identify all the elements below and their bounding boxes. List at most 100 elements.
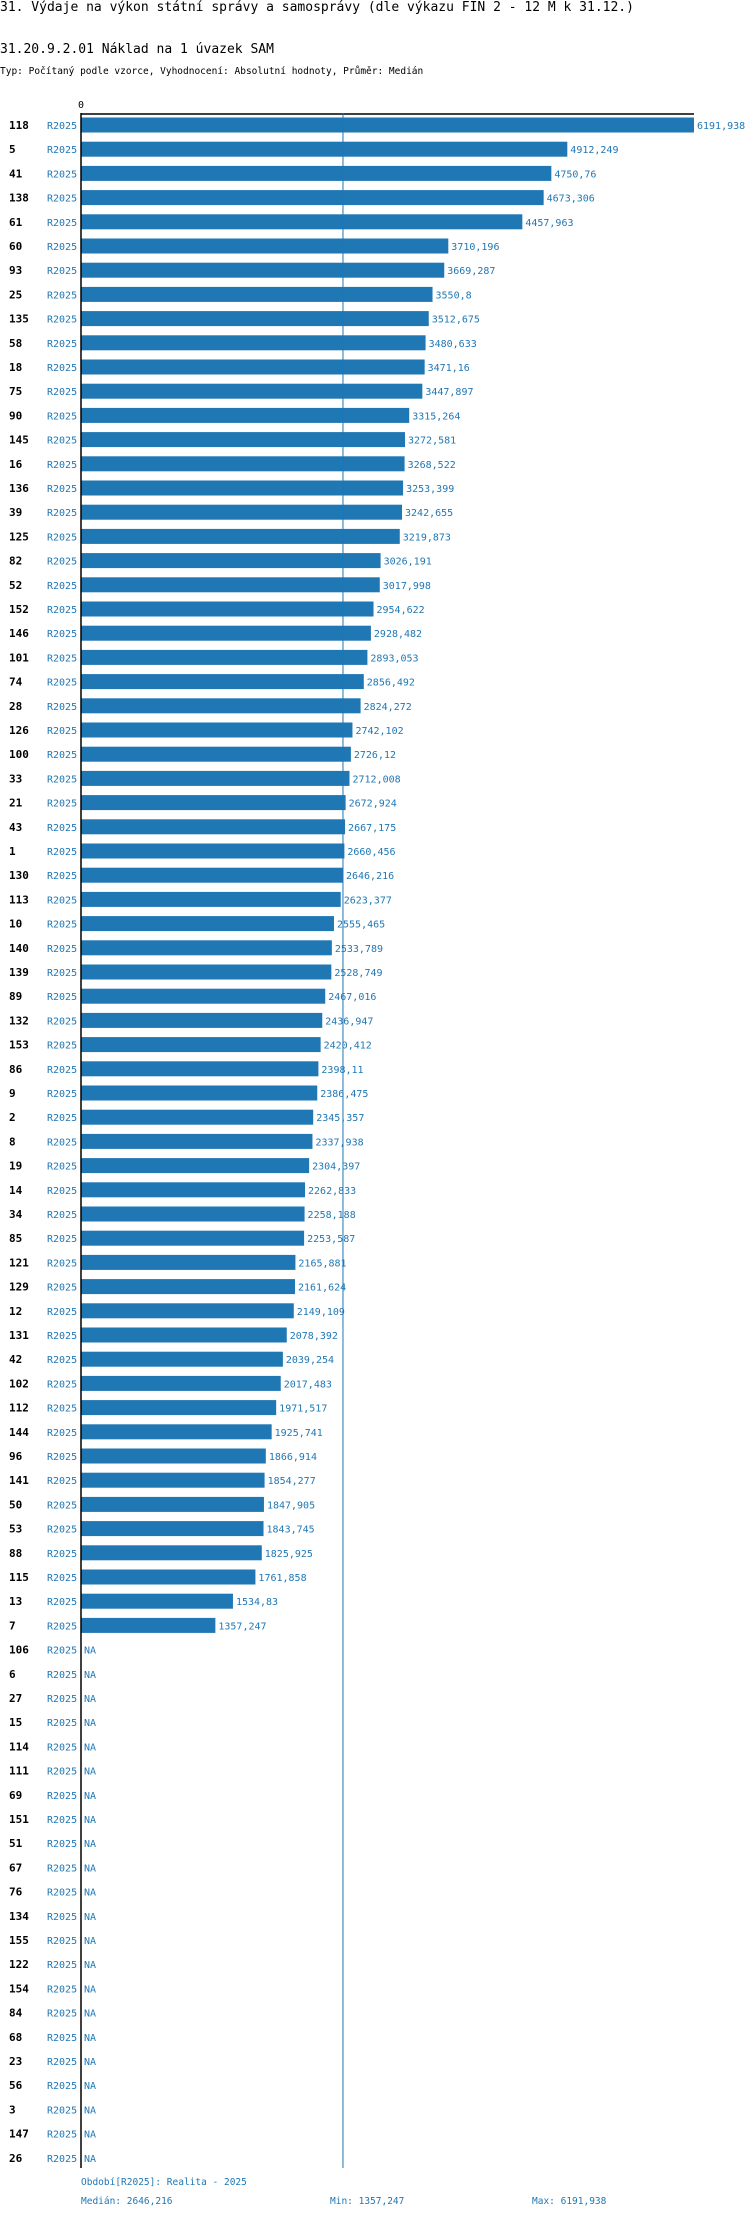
footer-period-note: Období[R2025]: Realita - 2025 — [81, 2177, 247, 2188]
bar-row: 88 R2025 1825,925 — [9, 1545, 313, 1561]
period-label: R2025 — [47, 2154, 77, 2165]
period-label: R2025 — [47, 1646, 77, 1657]
period-label: R2025 — [47, 1186, 77, 1197]
bar-row: 60 R2025 3710,196 — [9, 238, 499, 254]
bar-row: 10 R2025 2555,465 — [9, 916, 385, 932]
period-label: R2025 — [47, 799, 77, 810]
bar-row: 41 R2025 4750,76 — [9, 165, 596, 181]
na-label: NA — [84, 2130, 96, 2141]
period-label: R2025 — [47, 290, 77, 301]
period-label: R2025 — [47, 387, 77, 398]
period-label: R2025 — [47, 992, 77, 1003]
bar — [81, 553, 381, 569]
bar-row: 138 R2025 4673,306 — [9, 190, 595, 206]
row-id-label: 60 — [9, 240, 22, 253]
row-id-label: 26 — [9, 2152, 23, 2165]
row-id-label: 112 — [9, 1402, 29, 1415]
bar — [81, 601, 374, 617]
bar-row: 58 R2025 3480,633 — [9, 335, 477, 351]
na-label: NA — [84, 1984, 96, 1995]
row-id-label: 106 — [9, 1644, 29, 1657]
row-id-label: 126 — [9, 724, 29, 737]
period-label: R2025 — [47, 1016, 77, 1027]
period-label: R2025 — [47, 1621, 77, 1632]
row-id-label: 155 — [9, 1934, 29, 1947]
row-id-label: 33 — [9, 772, 22, 785]
value-label: 3026,191 — [384, 557, 432, 568]
period-label: R2025 — [47, 194, 77, 205]
bar — [81, 819, 346, 835]
row-id-label: 1 — [9, 845, 16, 858]
bar — [81, 1424, 272, 1440]
bar — [81, 843, 345, 859]
bar — [81, 1158, 310, 1174]
bar-row: 84 R2025 NA — [9, 2007, 96, 2020]
na-label: NA — [84, 1742, 96, 1753]
bar-row: 121 R2025 2165,881 — [9, 1254, 347, 1270]
bar-row: 155 R2025 NA — [9, 1934, 96, 1947]
period-label: R2025 — [47, 1331, 77, 1342]
row-id-label: 89 — [9, 990, 22, 1003]
bar-row: 93 R2025 3669,287 — [9, 262, 495, 278]
bar-row: 146 R2025 2928,482 — [9, 625, 422, 641]
period-label: R2025 — [47, 750, 77, 761]
chart-subtitle: 31.20.9.2.01 Náklad na 1 úvazek SAM — [0, 42, 274, 57]
bar-row: 3 R2025 NA — [9, 2103, 96, 2116]
value-label: 1357,247 — [218, 1621, 266, 1632]
row-id-label: 101 — [9, 651, 29, 664]
period-label: R2025 — [47, 1912, 77, 1923]
period-label: R2025 — [47, 1283, 77, 1294]
row-id-label: 12 — [9, 1305, 22, 1318]
value-label: 2672,924 — [349, 799, 397, 810]
period-label: R2025 — [47, 484, 77, 495]
chart-title: 31. Výdaje na výkon státní správy a samo… — [0, 0, 634, 15]
bar-row: 122 R2025 NA — [9, 1958, 96, 1971]
row-id-label: 111 — [9, 1765, 29, 1778]
period-label: R2025 — [47, 1210, 77, 1221]
bar-row: 74 R2025 2856,492 — [9, 674, 415, 690]
bar — [81, 432, 405, 448]
row-id-label: 43 — [9, 821, 22, 834]
period-label: R2025 — [47, 1065, 77, 1076]
row-id-label: 18 — [9, 361, 22, 374]
bar-row: 9 R2025 2386,475 — [9, 1085, 368, 1101]
value-label: 2555,465 — [337, 920, 385, 931]
value-label: 3550,8 — [436, 290, 472, 301]
row-id-label: 68 — [9, 2031, 22, 2044]
bar-row: 56 R2025 NA — [9, 2079, 96, 2092]
period-label: R2025 — [47, 460, 77, 471]
row-id-label: 132 — [9, 1014, 29, 1027]
row-id-label: 23 — [9, 2055, 22, 2068]
period-label: R2025 — [47, 1791, 77, 1802]
period-label: R2025 — [47, 145, 77, 156]
bar-row: 33 R2025 2712,008 — [9, 770, 401, 786]
na-label: NA — [84, 2081, 96, 2092]
period-label: R2025 — [47, 895, 77, 906]
bar-row: 145 R2025 3272,581 — [9, 432, 456, 448]
na-label: NA — [84, 1694, 96, 1705]
period-label: R2025 — [47, 339, 77, 350]
value-label: 3315,264 — [412, 411, 460, 422]
value-label: 2017,483 — [284, 1379, 332, 1390]
bar — [81, 214, 523, 230]
value-label: 2528,749 — [334, 968, 382, 979]
bar-row: 112 R2025 1971,517 — [9, 1400, 327, 1416]
bar-row: 140 R2025 2533,789 — [9, 940, 383, 956]
row-id-label: 21 — [9, 797, 23, 810]
period-label: R2025 — [47, 2033, 77, 2044]
value-label: 2824,272 — [364, 702, 412, 713]
na-label: NA — [84, 1936, 96, 1947]
row-id-label: 114 — [9, 1740, 29, 1753]
bar — [81, 674, 364, 690]
period-label: R2025 — [47, 242, 77, 253]
bar — [81, 891, 341, 907]
row-id-label: 85 — [9, 1232, 22, 1245]
period-label: R2025 — [47, 1500, 77, 1511]
bar-row: 7 R2025 1357,247 — [9, 1617, 267, 1633]
bar-row: 53 R2025 1843,745 — [9, 1521, 315, 1537]
bar — [81, 1206, 305, 1222]
bar-row: 51 R2025 NA — [9, 1837, 96, 1850]
bar — [81, 117, 694, 133]
row-id-label: 96 — [9, 1450, 23, 1463]
row-id-label: 113 — [9, 893, 29, 906]
